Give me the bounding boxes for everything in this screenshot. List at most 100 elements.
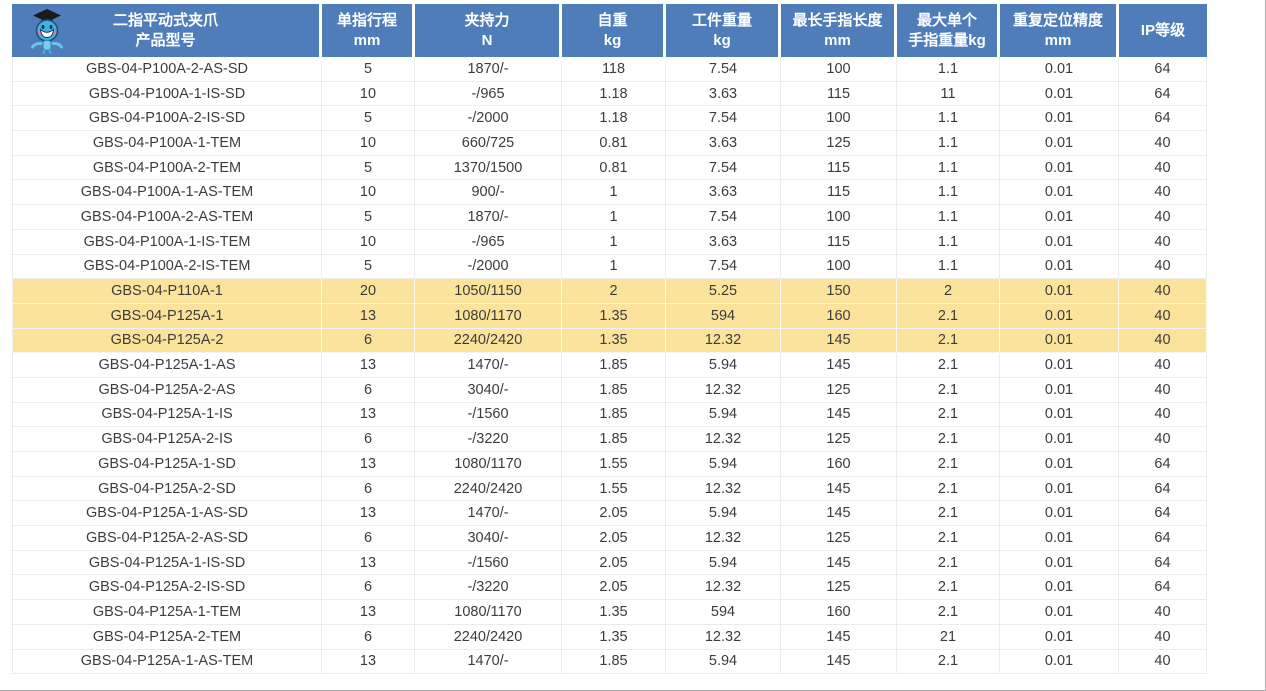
cell-max-finger-length: 115 <box>781 155 897 181</box>
table-row[interactable]: GBS-04-P125A-1 13 1080/1170 1.35 594 160 2.1 0.… <box>12 303 1207 329</box>
cell-model: GBS-04-P125A-2-IS-SD <box>12 575 322 601</box>
table-row[interactable]: GBS-04-P100A-1-AS-TEM 10 900/- 1 3.63 115 1.1 0… <box>12 180 1207 206</box>
table-row[interactable]: GBS-04-P100A-2-AS-SD 5 1870/- 118 7.54 100 1.1… <box>12 57 1207 82</box>
cell-max-finger-weight: 2.1 <box>897 452 1000 477</box>
cell-workpiece-weight: 5.25 <box>666 279 781 304</box>
header-cell-ip-rating: IP等级 <box>1119 4 1207 57</box>
cell-model: GBS-04-P100A-1-IS-TEM <box>12 229 322 255</box>
cell-model: GBS-04-P125A-1-IS <box>12 402 322 428</box>
table-row[interactable]: GBS-04-P125A-1-AS-TEM 13 1470/- 1.85 5.94 145… <box>12 649 1207 675</box>
cell-self-weight: 1.85 <box>562 427 666 452</box>
cell-max-finger-weight: 2.1 <box>897 600 1000 625</box>
gripper-spec-table: 二指平动式夹爪 产品型号 单指行程 mm 夹持力 N 自重 kg 工件重量 kg… <box>12 4 1207 675</box>
cell-max-finger-weight: 1.1 <box>897 155 1000 181</box>
table-row[interactable]: GBS-04-P100A-2-IS-TEM 5 -/2000 1 7.54 100 1.1 0… <box>12 254 1207 280</box>
table-row[interactable]: GBS-04-P125A-2 6 2240/2420 1.35 12.32 145 2.1 0… <box>12 328 1207 354</box>
cell-ip-rating: 40 <box>1119 279 1207 304</box>
table-row[interactable]: GBS-04-P100A-1-TEM 10 660/725 0.81 3.63 125 1.… <box>12 131 1207 156</box>
cell-model: GBS-04-P100A-2-TEM <box>12 155 322 181</box>
cell-self-weight: 2.05 <box>562 575 666 601</box>
cell-model: GBS-04-P125A-2-AS <box>12 377 322 403</box>
table-row[interactable]: GBS-04-P110A-1 20 1050/1150 2 5.25 150 2 0.01 40 <box>12 279 1207 304</box>
cell-ip-rating: 64 <box>1119 106 1207 132</box>
table-row[interactable]: GBS-04-P125A-2-IS 6 -/3220 1.85 12.32 125 2.1 0… <box>12 427 1207 452</box>
cell-force: 1470/- <box>415 353 562 378</box>
cell-max-finger-weight: 1.1 <box>897 131 1000 156</box>
table-row[interactable]: GBS-04-P125A-1-IS 13 -/1560 1.85 5.94 145 2.1 0… <box>12 402 1207 428</box>
cell-repeat-accuracy: 0.01 <box>1000 303 1119 329</box>
cell-model: GBS-04-P125A-2 <box>12 328 322 354</box>
cell-model: GBS-04-P100A-2-IS-TEM <box>12 254 322 280</box>
cell-model: GBS-04-P125A-1-AS <box>12 353 322 378</box>
header-force-line2: N <box>481 31 493 49</box>
cell-self-weight: 1.18 <box>562 106 666 132</box>
cell-force: 1080/1170 <box>415 600 562 625</box>
table-body: GBS-04-P100A-2-AS-SD 5 1870/- 118 7.54 100 1.1… <box>12 57 1207 675</box>
cell-workpiece-weight: 12.32 <box>666 377 781 403</box>
table-row[interactable]: GBS-04-P125A-2-TEM 6 2240/2420 1.35 12.32 145… <box>12 624 1207 650</box>
cell-max-finger-weight: 2.1 <box>897 550 1000 576</box>
cell-workpiece-weight: 7.54 <box>666 106 781 132</box>
table-row[interactable]: GBS-04-P125A-2-IS-SD 6 -/3220 2.05 12.32 125 2… <box>12 575 1207 601</box>
cell-repeat-accuracy: 0.01 <box>1000 402 1119 428</box>
cell-self-weight: 2 <box>562 279 666 304</box>
cell-workpiece-weight: 12.32 <box>666 427 781 452</box>
cell-force: 1080/1170 <box>415 303 562 329</box>
cell-force: 1870/- <box>415 205 562 230</box>
header-force-line1: 夹持力 <box>464 12 510 29</box>
cell-max-finger-weight: 2.1 <box>897 501 1000 527</box>
cell-max-finger-weight: 2.1 <box>897 402 1000 428</box>
table-row[interactable]: GBS-04-P125A-2-AS-SD 6 3040/- 2.05 12.32 125 2… <box>12 526 1207 551</box>
table-row[interactable]: GBS-04-P125A-2-AS 6 3040/- 1.85 12.32 125 2.1 0… <box>12 377 1207 403</box>
cell-repeat-accuracy: 0.01 <box>1000 106 1119 132</box>
cell-force: -/965 <box>415 81 562 107</box>
cell-force: 3040/- <box>415 377 562 403</box>
cell-max-finger-length: 145 <box>781 649 897 675</box>
cell-ip-rating: 64 <box>1119 501 1207 527</box>
cell-self-weight: 0.81 <box>562 155 666 181</box>
table-row[interactable]: GBS-04-P125A-2-SD 6 2240/2420 1.55 12.32 145 2… <box>12 476 1207 502</box>
table-row[interactable]: GBS-04-P100A-2-AS-TEM 5 1870/- 1 7.54 100 1.1 0… <box>12 205 1207 230</box>
cell-self-weight: 2.05 <box>562 550 666 576</box>
cell-model: GBS-04-P125A-1-AS-SD <box>12 501 322 527</box>
mascot-graduate-robot-icon <box>26 8 68 55</box>
cell-force: 1470/- <box>415 501 562 527</box>
cell-workpiece-weight: 3.63 <box>666 180 781 206</box>
table-row[interactable]: GBS-04-P100A-1-IS-TEM 10 -/965 1 3.63 115 1.1 0… <box>12 229 1207 255</box>
cell-stroke: 6 <box>322 476 415 502</box>
cell-repeat-accuracy: 0.01 <box>1000 476 1119 502</box>
cell-workpiece-weight: 12.32 <box>666 328 781 354</box>
cell-repeat-accuracy: 0.01 <box>1000 131 1119 156</box>
cell-repeat-accuracy: 0.01 <box>1000 180 1119 206</box>
cell-self-weight: 1 <box>562 180 666 206</box>
cell-max-finger-weight: 2.1 <box>897 476 1000 502</box>
cell-max-finger-length: 100 <box>781 57 897 82</box>
table-row[interactable]: GBS-04-P125A-1-IS-SD 13 -/1560 2.05 5.94 145 2… <box>12 550 1207 576</box>
cell-force: -/2000 <box>415 106 562 132</box>
table-row[interactable]: GBS-04-P100A-2-IS-SD 5 -/2000 1.18 7.54 100 1.… <box>12 106 1207 132</box>
cell-max-finger-length: 115 <box>781 180 897 206</box>
table-header-row: 二指平动式夹爪 产品型号 单指行程 mm 夹持力 N 自重 kg 工件重量 kg… <box>12 4 1207 57</box>
cell-self-weight: 1 <box>562 205 666 230</box>
cell-model: GBS-04-P100A-2-AS-TEM <box>12 205 322 230</box>
header-finger-length-line2: mm <box>824 31 851 49</box>
table-row[interactable]: GBS-04-P125A-1-AS-SD 13 1470/- 2.05 5.94 145 2… <box>12 501 1207 527</box>
cell-repeat-accuracy: 0.01 <box>1000 649 1119 675</box>
cell-force: 1050/1150 <box>415 279 562 304</box>
table-row[interactable]: GBS-04-P125A-1-SD 13 1080/1170 1.55 5.94 160 2… <box>12 452 1207 477</box>
header-cell-model: 二指平动式夹爪 产品型号 <box>12 4 322 57</box>
table-row[interactable]: GBS-04-P125A-1-AS 13 1470/- 1.85 5.94 145 2.1 0… <box>12 353 1207 378</box>
cell-max-finger-length: 125 <box>781 526 897 551</box>
table-row[interactable]: GBS-04-P100A-1-IS-SD 10 -/965 1.18 3.63 115 11… <box>12 81 1207 107</box>
cell-repeat-accuracy: 0.01 <box>1000 57 1119 82</box>
cell-ip-rating: 64 <box>1119 575 1207 601</box>
cell-workpiece-weight: 3.63 <box>666 131 781 156</box>
table-row[interactable]: GBS-04-P100A-2-TEM 5 1370/1500 0.81 7.54 115 1… <box>12 155 1207 181</box>
header-ip-line1: IP等级 <box>1140 21 1186 39</box>
cell-ip-rating: 64 <box>1119 550 1207 576</box>
table-row[interactable]: GBS-04-P125A-1-TEM 13 1080/1170 1.35 594 160 2… <box>12 600 1207 625</box>
cell-force: 1470/- <box>415 649 562 675</box>
cell-ip-rating: 64 <box>1119 57 1207 82</box>
cell-workpiece-weight: 7.54 <box>666 57 781 82</box>
cell-workpiece-weight: 594 <box>666 600 781 625</box>
